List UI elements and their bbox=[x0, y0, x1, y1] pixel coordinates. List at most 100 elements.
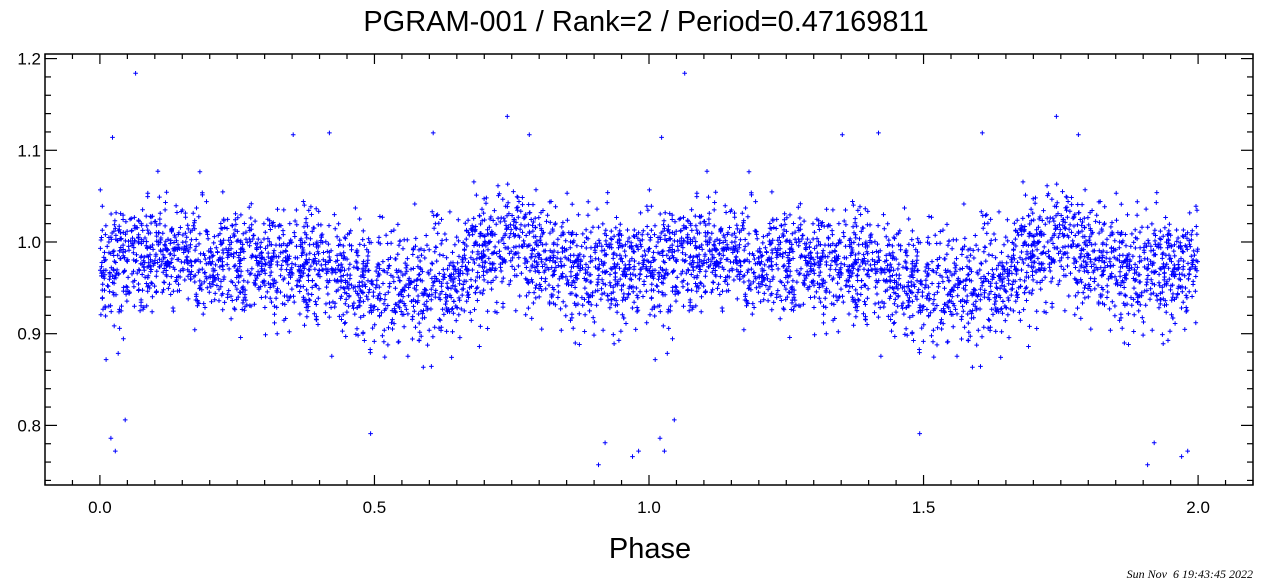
data-point bbox=[648, 260, 654, 265]
data-point bbox=[582, 312, 588, 318]
data-point bbox=[998, 355, 1003, 360]
data-point bbox=[1132, 262, 1138, 267]
data-point bbox=[1001, 242, 1007, 248]
data-point bbox=[158, 235, 164, 241]
data-point bbox=[346, 286, 352, 291]
data-point bbox=[1154, 200, 1159, 205]
data-point bbox=[1181, 227, 1186, 233]
data-point bbox=[876, 278, 881, 283]
data-point bbox=[647, 312, 653, 317]
data-point bbox=[544, 265, 550, 270]
data-point bbox=[673, 284, 678, 289]
data-point bbox=[894, 272, 899, 278]
data-point bbox=[683, 258, 688, 263]
data-point bbox=[1066, 293, 1072, 299]
data-point bbox=[165, 262, 171, 267]
data-point bbox=[167, 252, 173, 257]
data-point bbox=[415, 277, 420, 282]
data-point bbox=[368, 305, 373, 310]
data-point bbox=[220, 267, 226, 272]
data-point bbox=[316, 251, 321, 257]
data-point bbox=[874, 291, 880, 297]
data-point bbox=[463, 256, 468, 262]
data-point bbox=[421, 290, 427, 296]
data-point bbox=[406, 276, 412, 281]
data-point bbox=[146, 230, 151, 236]
data-point bbox=[630, 454, 635, 459]
data-point bbox=[259, 255, 265, 260]
data-point bbox=[854, 273, 860, 279]
data-point bbox=[999, 306, 1004, 311]
data-point bbox=[1046, 248, 1051, 254]
data-point bbox=[377, 313, 382, 319]
data-point bbox=[843, 244, 848, 249]
data-point bbox=[520, 244, 525, 249]
data-point bbox=[569, 201, 575, 207]
data-point bbox=[454, 305, 460, 310]
data-point bbox=[103, 232, 108, 237]
data-point bbox=[1165, 232, 1171, 238]
data-point bbox=[1154, 292, 1159, 298]
tick-labels: 0.0 0.5 1.0 1.5 2.00.80.91.01.11.2 bbox=[17, 50, 1210, 517]
data-point bbox=[766, 264, 772, 270]
data-point bbox=[433, 244, 438, 250]
data-point bbox=[505, 181, 510, 187]
data-point bbox=[1054, 181, 1059, 187]
data-point bbox=[242, 287, 248, 293]
data-point bbox=[228, 316, 234, 322]
data-point bbox=[662, 210, 668, 215]
data-point bbox=[372, 322, 377, 328]
data-point bbox=[935, 290, 940, 295]
data-point bbox=[271, 250, 276, 256]
data-point bbox=[506, 282, 512, 287]
data-point bbox=[838, 265, 844, 270]
data-point bbox=[136, 218, 142, 224]
data-point bbox=[516, 255, 522, 260]
data-point bbox=[784, 237, 790, 243]
data-point bbox=[1049, 197, 1055, 202]
data-point bbox=[171, 288, 176, 294]
data-point bbox=[328, 258, 333, 263]
data-point bbox=[823, 305, 829, 310]
data-point bbox=[840, 132, 845, 137]
data-point bbox=[134, 252, 139, 257]
data-point bbox=[1014, 289, 1019, 295]
data-point bbox=[383, 306, 389, 311]
data-point bbox=[737, 276, 743, 282]
data-point bbox=[1094, 212, 1099, 218]
data-point bbox=[644, 320, 649, 326]
data-point bbox=[653, 244, 659, 249]
data-point bbox=[335, 279, 341, 284]
data-point bbox=[108, 211, 114, 217]
data-point bbox=[459, 287, 465, 292]
data-point bbox=[630, 289, 636, 294]
data-point bbox=[1061, 267, 1066, 272]
data-point bbox=[542, 262, 548, 267]
data-point bbox=[213, 262, 218, 268]
data-point bbox=[442, 271, 447, 277]
data-point bbox=[666, 326, 671, 331]
data-point bbox=[140, 306, 146, 312]
data-point bbox=[135, 225, 140, 230]
data-point bbox=[1079, 279, 1084, 285]
data-point bbox=[633, 273, 638, 279]
data-point bbox=[605, 190, 610, 195]
data-point bbox=[714, 236, 720, 242]
data-point bbox=[419, 278, 425, 284]
data-point bbox=[914, 296, 920, 302]
data-point bbox=[1069, 195, 1074, 200]
data-point bbox=[416, 272, 422, 278]
data-point bbox=[966, 320, 971, 326]
data-point bbox=[853, 314, 859, 320]
data-point bbox=[1137, 229, 1143, 235]
data-point bbox=[108, 435, 114, 441]
data-point bbox=[1113, 190, 1119, 196]
data-point bbox=[450, 277, 456, 282]
data-point bbox=[259, 295, 264, 300]
data-point bbox=[659, 135, 664, 140]
data-point bbox=[152, 258, 158, 263]
data-point bbox=[607, 272, 613, 277]
data-point bbox=[113, 233, 119, 238]
data-point bbox=[645, 232, 651, 237]
